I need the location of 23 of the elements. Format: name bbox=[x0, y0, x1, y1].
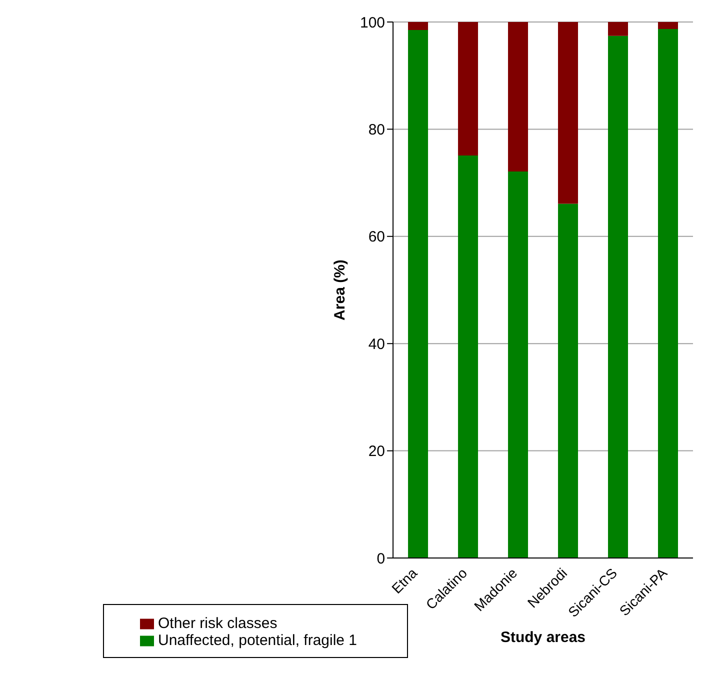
bar bbox=[658, 22, 678, 29]
bar bbox=[508, 172, 528, 558]
y-tick-label: 60 bbox=[368, 228, 386, 246]
legend-label: Unaffected, potential, fragile 1 bbox=[158, 632, 358, 649]
y-tick-label: 100 bbox=[360, 14, 386, 32]
legend-label: Other risk classes bbox=[158, 615, 278, 632]
y-tick-label: 0 bbox=[376, 550, 386, 568]
bar bbox=[508, 22, 528, 172]
bar bbox=[458, 22, 478, 156]
bar bbox=[558, 22, 578, 204]
bar bbox=[408, 30, 428, 558]
y-axis-title: Area (%) bbox=[331, 260, 348, 320]
y-tick-label: 20 bbox=[368, 443, 386, 460]
bar bbox=[408, 22, 428, 30]
bar bbox=[608, 22, 628, 36]
y-tick-label: 40 bbox=[368, 336, 386, 353]
x-axis-title: Study areas bbox=[500, 629, 586, 646]
bar bbox=[608, 36, 628, 558]
bar bbox=[458, 155, 478, 558]
bar bbox=[558, 204, 578, 558]
bar bbox=[658, 28, 678, 558]
x-tick-label: Etna bbox=[388, 564, 420, 596]
y-tick-label: 80 bbox=[368, 122, 386, 139]
